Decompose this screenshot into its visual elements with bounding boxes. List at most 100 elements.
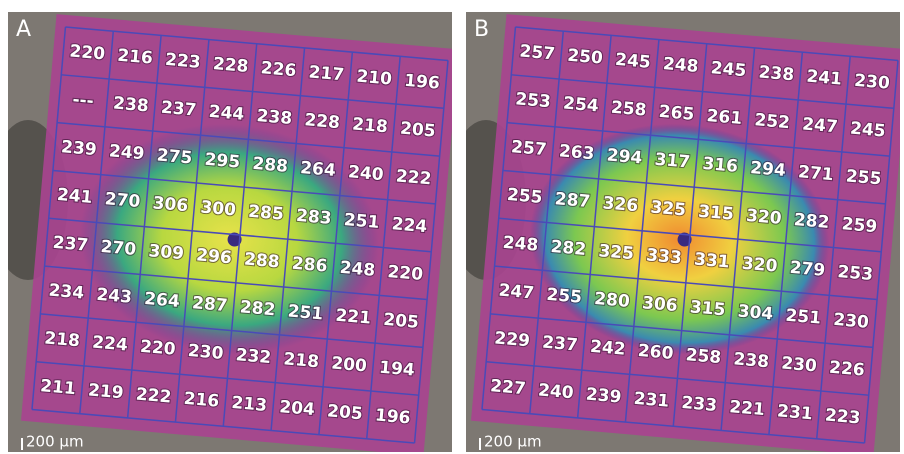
thickness-value: 259 xyxy=(841,214,878,237)
thickness-value: 242 xyxy=(589,337,626,360)
thickness-value: 238 xyxy=(758,62,795,85)
panel-label: A xyxy=(16,17,31,42)
thickness-value: 251 xyxy=(343,210,380,233)
thickness-value: 238 xyxy=(733,349,770,372)
thickness-value: 258 xyxy=(610,98,647,121)
thickness-value: 280 xyxy=(593,289,630,312)
thickness-value: 230 xyxy=(187,341,224,364)
thickness-value: 200 xyxy=(331,353,368,376)
thickness-value: 220 xyxy=(69,41,106,64)
thickness-value: 254 xyxy=(562,93,599,116)
thickness-value: 288 xyxy=(243,249,280,272)
thickness-value: 218 xyxy=(351,114,388,137)
scale-label: 200 μm xyxy=(26,433,84,451)
thickness-value: 237 xyxy=(52,233,89,256)
thickness-value: 239 xyxy=(585,385,622,408)
thickness-value: 238 xyxy=(112,93,149,116)
thickness-value: 294 xyxy=(749,158,786,181)
thickness-value: 243 xyxy=(96,285,133,308)
thickness-value: 255 xyxy=(546,285,583,308)
thickness-value: 223 xyxy=(164,50,201,73)
thickness-value: 282 xyxy=(793,210,830,233)
thickness-value: 248 xyxy=(662,54,699,77)
thickness-value: 240 xyxy=(537,380,574,403)
thickness-value: 296 xyxy=(195,245,232,268)
thickness-value: 196 xyxy=(403,71,440,94)
thickness-value: 228 xyxy=(304,110,341,133)
thickness-value: 271 xyxy=(797,162,834,185)
thickness-value: 287 xyxy=(191,293,228,316)
thickness-value: 241 xyxy=(806,67,843,90)
thickness-value: 247 xyxy=(801,114,838,137)
thickness-value: 270 xyxy=(104,189,141,212)
thickness-value: 217 xyxy=(308,62,345,85)
thickness-value: 250 xyxy=(567,46,604,69)
thickness-value: 283 xyxy=(295,206,332,229)
thickness-value: 216 xyxy=(117,46,154,69)
thickness-value: 216 xyxy=(183,389,220,412)
thickness-value: 279 xyxy=(789,258,826,281)
page: {"panels": [ {"label": "A", "scale": "20… xyxy=(0,0,904,454)
thickness-value: 224 xyxy=(91,333,128,356)
thickness-value: 263 xyxy=(558,141,595,164)
thickness-value: 253 xyxy=(515,89,552,112)
thickness-value: 232 xyxy=(235,345,272,368)
thickness-value: 325 xyxy=(650,197,687,220)
thickness-value: 226 xyxy=(828,358,865,381)
thickness-value: 252 xyxy=(754,110,791,133)
thickness-value: 320 xyxy=(741,254,778,277)
thickness-value: 264 xyxy=(299,158,336,181)
thickness-value: 220 xyxy=(387,262,424,285)
thickness-value: 248 xyxy=(339,258,376,281)
thickness-value: 239 xyxy=(60,137,97,160)
thickness-value: 226 xyxy=(260,58,297,81)
thickness-value: 248 xyxy=(502,233,539,256)
thickness-value: 219 xyxy=(87,380,124,403)
thickness-value: 294 xyxy=(606,145,643,168)
thickness-value: 233 xyxy=(681,393,718,416)
thickness-value: 300 xyxy=(200,197,237,220)
thickness-value: 228 xyxy=(212,54,249,77)
thickness-value: 222 xyxy=(135,385,172,408)
thickness-value: 251 xyxy=(287,301,324,324)
thickness-value: 237 xyxy=(541,333,578,356)
thickness-value: 275 xyxy=(156,145,193,168)
thickness-value: 245 xyxy=(849,119,886,142)
thickness-value: 253 xyxy=(837,262,874,285)
figure: 220216223228226217210196---2382372442382… xyxy=(0,0,904,454)
thickness-value: 205 xyxy=(383,310,420,333)
thickness-value: 285 xyxy=(247,202,284,225)
thickness-value: 304 xyxy=(737,301,774,324)
thickness-value: 325 xyxy=(598,241,635,264)
thickness-value: 196 xyxy=(374,405,411,428)
thickness-value: 210 xyxy=(356,67,393,90)
thickness-value: 265 xyxy=(658,102,695,125)
thickness-value: 244 xyxy=(208,102,245,125)
thickness-value: 245 xyxy=(614,50,651,73)
thickness-value: 221 xyxy=(335,306,372,329)
thickness-value: 220 xyxy=(139,337,176,360)
thickness-value: 320 xyxy=(745,206,782,229)
thickness-value: 237 xyxy=(160,98,197,121)
thickness-value: 261 xyxy=(706,106,743,129)
panel: 257 250 245 248 245 238 241 230 253 254 258 265 261 2… xyxy=(446,12,904,454)
thickness-value: 282 xyxy=(239,297,276,320)
thickness-value: --- xyxy=(72,90,95,112)
thickness-value: 257 xyxy=(510,137,547,160)
thickness-value: 331 xyxy=(693,249,730,272)
thickness-value: 230 xyxy=(833,310,870,333)
thickness-value: 234 xyxy=(48,281,85,304)
thickness-value: 230 xyxy=(853,71,890,94)
thickness-value: 194 xyxy=(378,358,415,381)
panel: 220216223228226217210196---2382372442382… xyxy=(0,12,459,454)
thickness-value: 241 xyxy=(56,185,93,208)
thickness-value: 218 xyxy=(44,328,81,351)
thickness-value: 306 xyxy=(152,193,189,216)
thickness-value: 270 xyxy=(100,237,137,260)
thickness-value: 309 xyxy=(148,241,185,264)
thickness-value: 223 xyxy=(824,405,861,428)
thickness-value: 205 xyxy=(326,401,363,424)
thickness-value: 222 xyxy=(395,166,432,189)
thickness-value: 231 xyxy=(776,401,813,424)
